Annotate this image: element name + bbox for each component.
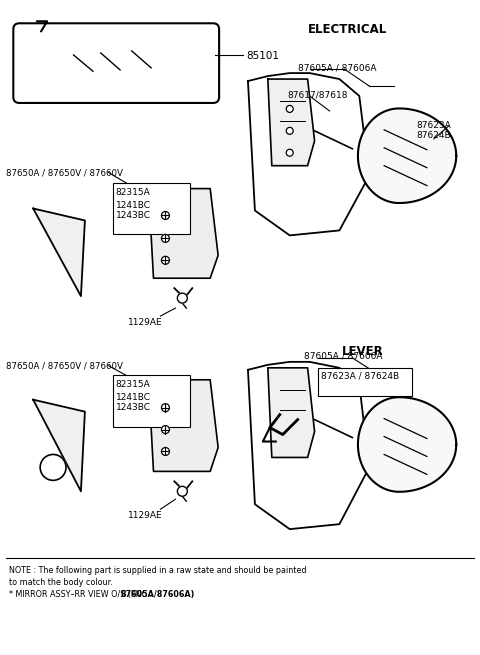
Circle shape [286,105,293,113]
FancyBboxPatch shape [113,183,190,234]
Text: 85101: 85101 [246,51,279,61]
Text: * MIRROR ASSY–RR VIEW O/S (PNC :: * MIRROR ASSY–RR VIEW O/S (PNC : [9,590,155,599]
Circle shape [178,293,187,303]
Text: 87623A
87624B: 87623A 87624B [416,121,451,140]
Polygon shape [148,189,218,278]
Text: 82315A: 82315A [116,187,150,196]
Text: ELECTRICAL: ELECTRICAL [308,24,387,36]
Polygon shape [358,397,456,492]
Text: 87605A/87606A): 87605A/87606A) [120,590,194,599]
Circle shape [286,127,293,134]
Circle shape [40,455,66,480]
Text: 87617/87618: 87617/87618 [288,90,348,99]
Polygon shape [33,208,85,296]
Polygon shape [268,368,314,457]
Circle shape [161,426,169,434]
Text: NOTE : The following part is supplied in a raw state and should be painted: NOTE : The following part is supplied in… [9,566,307,575]
FancyBboxPatch shape [13,24,219,103]
Circle shape [161,403,169,411]
Text: 87605A / 87606A: 87605A / 87606A [298,63,376,72]
Circle shape [286,149,293,157]
Polygon shape [33,400,85,491]
Text: 87623A / 87624B: 87623A / 87624B [321,372,399,381]
Text: to match the body colour.: to match the body colour. [9,578,113,587]
Circle shape [161,256,169,264]
Text: 87650A / 87650V / 87660V: 87650A / 87650V / 87660V [6,362,123,371]
FancyBboxPatch shape [113,375,190,426]
Polygon shape [358,109,456,203]
Text: LEVER: LEVER [341,345,383,358]
Text: 1129AE: 1129AE [128,318,163,327]
Text: 87605A / 87606A: 87605A / 87606A [304,352,382,361]
Text: 1129AE: 1129AE [128,511,163,520]
Circle shape [161,234,169,242]
Text: 82315A: 82315A [116,380,150,389]
Polygon shape [148,380,218,472]
Polygon shape [268,79,314,166]
Text: 1241BC
1243BC: 1241BC 1243BC [116,393,151,412]
Circle shape [161,212,169,219]
Circle shape [161,447,169,455]
Text: 87650A / 87650V / 87660V: 87650A / 87650V / 87660V [6,169,123,178]
Text: 1241BC
1243BC: 1241BC 1243BC [116,200,151,220]
Circle shape [178,486,187,496]
FancyBboxPatch shape [318,368,412,396]
